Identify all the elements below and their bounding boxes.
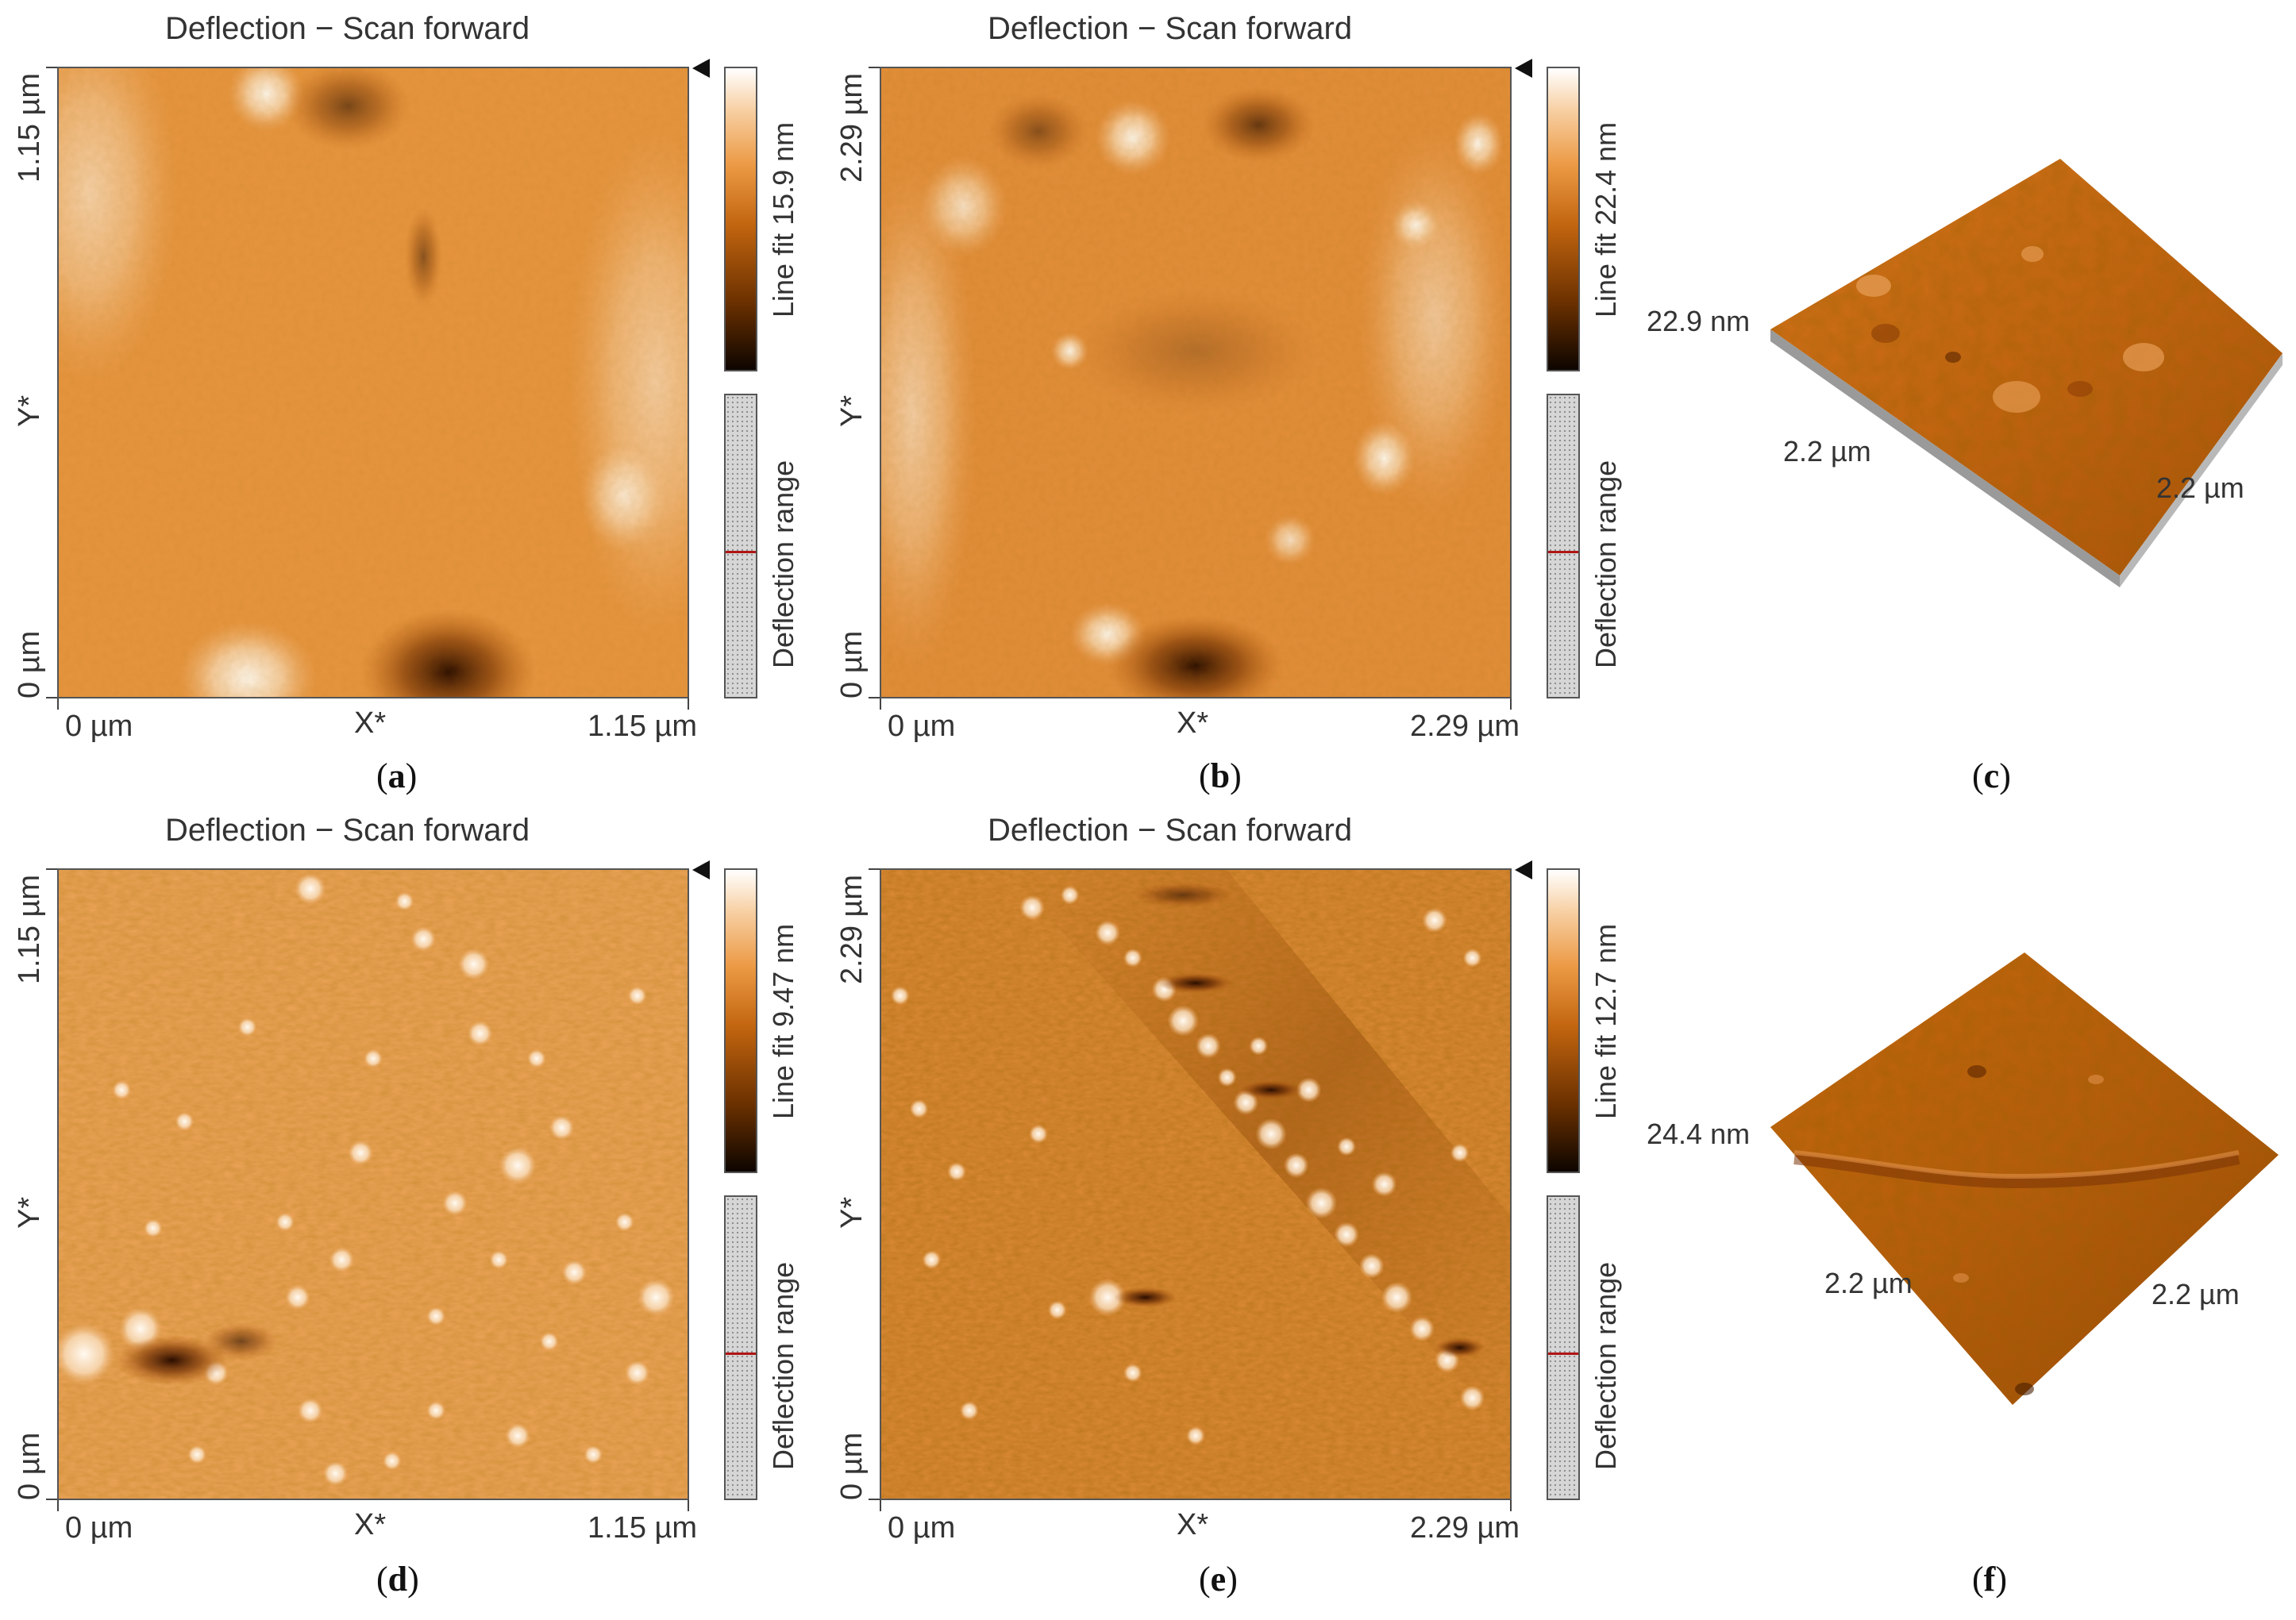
afm-image [880,868,1512,1500]
afm-image [880,67,1512,698]
afm-height-map [881,870,1510,1499]
colorbar [1547,67,1580,371]
y-start-label: 0 µm [13,630,46,698]
y-end-label: 2.29 µm [835,874,869,984]
y-end-label: 1.15 µm [13,874,46,984]
caption-b: (b) [1199,756,1242,795]
panel-title: Deflection − Scan forward [165,11,530,46]
x-end-label: 1.15 µm [587,1511,698,1545]
surface-side-right [2120,353,2283,587]
caption-f: (f) [1972,1560,2007,1599]
y-start-label: 0 µm [13,1432,46,1500]
y-axis-label: Y* [13,394,46,427]
y-end-label: 2.29 µm [835,72,869,183]
colorbar-label: Line fit 22.4 nm [1589,121,1622,317]
y-axis-label: Y* [835,394,869,427]
afm-height-map [881,68,1510,697]
x-axis-label: X* [354,706,387,740]
y-axis-label: Y* [13,1196,46,1229]
deflection-range-bar [1547,394,1580,698]
panel-title: Deflection − Scan forward [988,11,1353,46]
colorbar [724,868,757,1173]
y-axis-label: Y* [835,1196,869,1229]
x-extent-label: 2.2 µm [1824,1267,1913,1299]
y-start-label: 0 µm [835,1432,869,1500]
colorbar-label: Line fit 12.7 nm [1589,923,1622,1119]
range-label: Deflection range [1589,1261,1622,1470]
y-end-label: 1.15 µm [13,72,46,183]
marker-arrow-icon [1515,860,1532,879]
colorbar [1547,868,1580,1173]
x-extent-label: 2.2 µm [1783,435,1871,468]
marker-arrow-icon [1515,59,1532,78]
colorbar-label: Line fit 9.47 nm [767,923,799,1119]
marker-arrow-icon [692,59,710,78]
panel-title: Deflection − Scan forward [988,813,1353,848]
surface-3d-view [1770,159,2283,587]
x-axis-label: X* [1177,1508,1209,1541]
deflection-range-bar [724,1195,757,1500]
y-start-label: 0 µm [835,630,869,698]
caption-e: (e) [1199,1560,1238,1599]
deflection-range-bar [1547,1195,1580,1500]
caption-d: (d) [376,1560,419,1599]
range-label: Deflection range [1589,460,1622,668]
x-end-label: 2.29 µm [1410,1511,1520,1545]
surface-side-left [1770,329,2120,587]
colorbar-label: Line fit 15.9 nm [767,121,799,317]
y-extent-label: 2.2 µm [2156,471,2244,504]
deflection-range-bar [724,394,757,698]
afm-height-map [59,68,688,697]
range-label: Deflection range [767,460,799,668]
marker-arrow-icon [692,860,710,879]
afm-height-map [59,870,688,1499]
x-start-label: 0 µm [65,710,133,743]
x-start-label: 0 µm [65,1511,133,1545]
y-extent-label: 2.2 µm [2152,1278,2240,1310]
surface-3d-view [1770,952,2279,1405]
afm-image [57,868,689,1500]
afm-image [57,67,689,698]
panel-title: Deflection − Scan forward [165,813,530,848]
x-axis-label: X* [354,1508,387,1541]
x-start-label: 0 µm [888,710,956,743]
colorbar [724,67,757,371]
x-end-label: 2.29 µm [1410,710,1520,743]
z-range-label: 24.4 nm [1647,1118,1751,1150]
x-end-label: 1.15 µm [587,710,698,743]
range-label: Deflection range [767,1261,799,1470]
caption-a: (a) [376,756,418,795]
caption-c: (c) [1972,756,2011,795]
z-range-label: 22.9 nm [1647,305,1751,337]
x-axis-label: X* [1177,706,1209,740]
x-start-label: 0 µm [888,1511,956,1545]
